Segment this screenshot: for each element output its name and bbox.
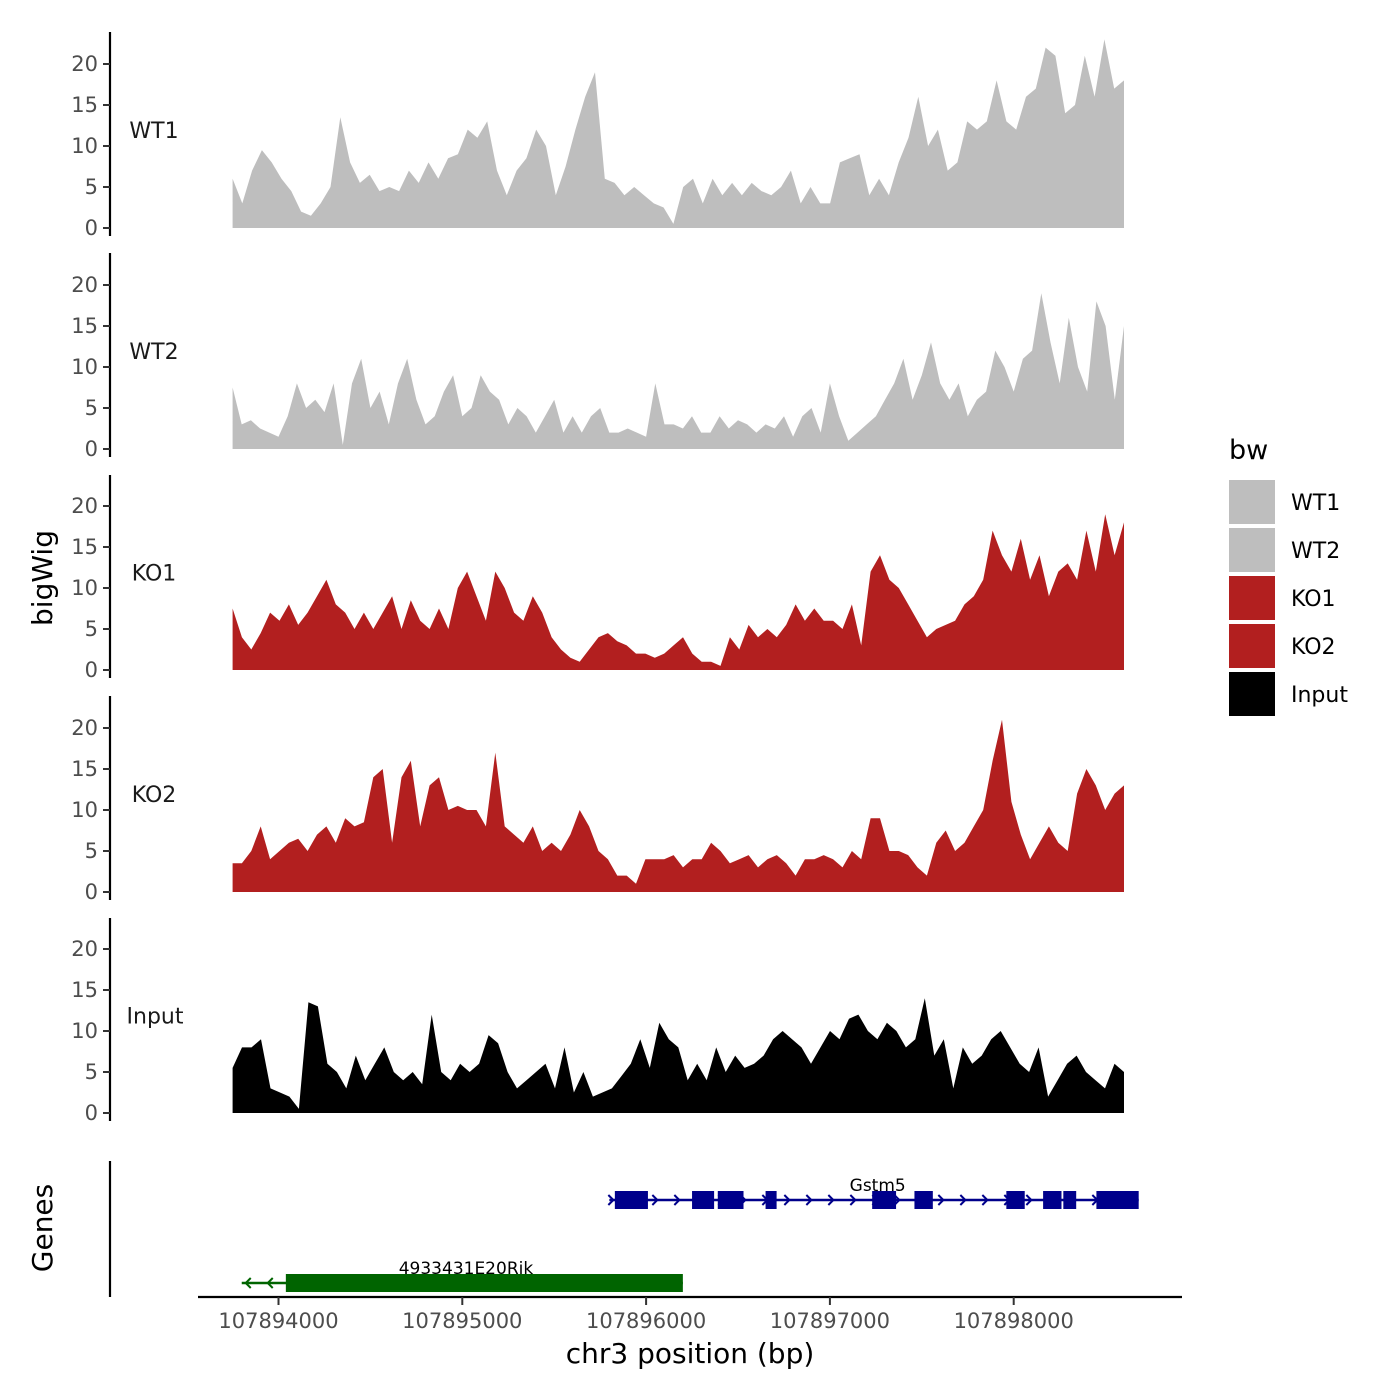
y-tick-label: 0 <box>85 880 98 904</box>
track-label-ko1: KO1 <box>132 562 177 587</box>
strand-arrow <box>673 1194 681 1206</box>
y-tick-label: 5 <box>85 839 98 863</box>
gene-gstm5: Gstm5 <box>607 1176 1139 1209</box>
track-label-wt2: WT2 <box>129 340 178 365</box>
gene-label-4933431e20rik: 4933431E20Rik <box>399 1259 534 1279</box>
track-ko2: 0 5 10 15 20 KO2 <box>71 696 1125 904</box>
track-wt1: 0 5 10 15 20 WT1 <box>71 32 1125 240</box>
legend-key-ko1 <box>1229 576 1275 620</box>
strand-arrow <box>981 1194 989 1206</box>
track-input: 0 5 10 15 20 Input <box>71 918 1125 1125</box>
strand-arrow <box>805 1194 813 1206</box>
y-tick-label: 15 <box>71 535 98 559</box>
y-tick-label: 15 <box>71 93 98 117</box>
x-axis-title: chr3 position (bp) <box>566 1337 815 1370</box>
y-tick-label: 20 <box>71 273 98 297</box>
y-tick-label: 20 <box>71 716 98 740</box>
y-tick-label: 10 <box>71 355 98 379</box>
strand-arrow <box>849 1194 857 1206</box>
y-tick-label: 15 <box>71 978 98 1002</box>
track-ko1: 0 5 10 15 20 KO1 <box>71 475 1125 682</box>
y-tick-label: 0 <box>85 1101 98 1125</box>
exon <box>614 1191 648 1209</box>
y-tick-label: 10 <box>71 576 98 600</box>
strand-arrow <box>783 1194 791 1206</box>
signal-area-ko1 <box>232 514 1125 670</box>
y-tick-label: 0 <box>85 437 98 461</box>
signal-area-ko2 <box>232 719 1125 892</box>
exon <box>1063 1191 1077 1209</box>
legend-label-ko2: KO2 <box>1291 635 1336 660</box>
x-axis: 107894000 107895000 107896000 107897000 1078… <box>198 1295 1182 1333</box>
y-axis-title: bigWig <box>26 530 59 626</box>
y-tick-label: 5 <box>85 175 98 199</box>
y-tick-label: 5 <box>85 1060 98 1084</box>
legend-label-wt2: WT2 <box>1291 539 1340 564</box>
y-tick-label: 10 <box>71 134 98 158</box>
genes-axis-title: Genes <box>26 1184 59 1272</box>
exon <box>1043 1191 1062 1209</box>
y-tick-label: 10 <box>71 798 98 822</box>
strand-arrow <box>1025 1194 1033 1206</box>
track-label-ko2: KO2 <box>132 783 177 808</box>
signal-area-wt2 <box>232 293 1125 449</box>
legend-label-ko1: KO1 <box>1291 587 1336 612</box>
legend-key-input <box>1229 672 1275 716</box>
legend-label-input: Input <box>1291 683 1348 708</box>
gene-label-gstm5: Gstm5 <box>850 1176 906 1196</box>
legend-key-wt2 <box>1229 528 1275 572</box>
strand-arrow <box>959 1194 967 1206</box>
y-tick-label: 10 <box>71 1019 98 1043</box>
x-tick-label: 107898000 <box>954 1309 1074 1333</box>
strand-arrow <box>827 1194 835 1206</box>
legend: bw WT1 WT2 KO1 KO2 Input <box>1229 435 1348 716</box>
exon <box>765 1191 777 1209</box>
exon <box>717 1191 744 1209</box>
strand-arrow <box>651 1194 659 1206</box>
y-tick-label: 15 <box>71 757 98 781</box>
legend-key-ko2 <box>1229 624 1275 668</box>
y-tick-label: 20 <box>71 494 98 518</box>
legend-label-wt1: WT1 <box>1291 491 1340 516</box>
strand-arrow <box>266 1277 274 1289</box>
legend-title: bw <box>1229 435 1268 466</box>
x-tick-label: 107895000 <box>402 1309 522 1333</box>
track-label-wt1: WT1 <box>129 119 178 144</box>
x-tick-label: 107894000 <box>218 1309 338 1333</box>
track-wt2: 0 5 10 15 20 WT2 <box>71 253 1125 461</box>
bigwig-tracks: 0 5 10 15 20 WT1 0 5 10 15 20 WT2 0 5 10 15 20 KO1 0 5 10 15 2… <box>71 32 1125 1125</box>
genes-track: Gstm5 4933431E20Rik <box>108 1161 1139 1297</box>
exon <box>1006 1191 1025 1209</box>
exon <box>872 1191 897 1209</box>
exon <box>692 1191 715 1209</box>
y-tick-label: 5 <box>85 617 98 641</box>
signal-area-wt1 <box>232 39 1125 229</box>
y-tick-label: 15 <box>71 314 98 338</box>
gene-4933431e20rik: 4933431E20Rik <box>241 1259 683 1292</box>
y-tick-label: 5 <box>85 396 98 420</box>
signal-area-input <box>232 998 1125 1113</box>
exon <box>285 1274 683 1292</box>
y-tick-label: 20 <box>71 937 98 961</box>
strand-arrow <box>607 1194 615 1206</box>
x-tick-label: 107896000 <box>586 1309 706 1333</box>
exon <box>1096 1191 1139 1209</box>
track-label-input: Input <box>127 1005 184 1030</box>
exon <box>914 1191 933 1209</box>
y-tick-label: 0 <box>85 658 98 682</box>
y-tick-label: 0 <box>85 216 98 240</box>
legend-key-wt1 <box>1229 480 1275 524</box>
strand-arrow <box>937 1194 945 1206</box>
y-tick-label: 20 <box>71 52 98 76</box>
x-tick-label: 107897000 <box>770 1309 890 1333</box>
strand-arrow <box>244 1277 252 1289</box>
